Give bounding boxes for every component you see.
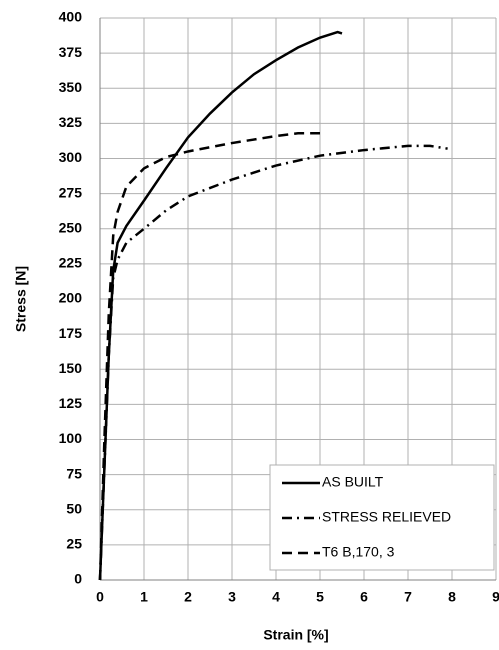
data-line — [98, 144, 448, 581]
y-tick-label: 350 — [59, 79, 83, 95]
legend-label: AS BUILT — [322, 474, 384, 490]
x-tick-label: 3 — [228, 589, 236, 605]
x-tick-label: 6 — [360, 589, 368, 605]
x-tick-label: 7 — [404, 589, 412, 605]
y-tick-label: 150 — [59, 360, 83, 376]
legend-label: STRESS RELIEVED — [322, 509, 451, 525]
y-tick-label: 375 — [59, 44, 83, 60]
x-tick-label: 8 — [448, 589, 456, 605]
x-tick-label: 9 — [492, 589, 499, 605]
y-tick-label: 225 — [59, 255, 83, 271]
y-tick-label: 175 — [59, 325, 83, 341]
y-tick-label: 75 — [66, 465, 82, 481]
y-tick-label: 125 — [59, 395, 83, 411]
y-tick-label: 250 — [59, 219, 83, 235]
x-tick-label: 1 — [140, 589, 148, 605]
y-axis-label: Stress [N] — [13, 266, 29, 332]
legend-label: T6 B,170, 3 — [322, 544, 395, 560]
y-tick-label: 325 — [59, 114, 83, 130]
y-tick-label: 200 — [59, 290, 83, 306]
data-line — [98, 30, 343, 581]
y-tick-label: 100 — [59, 430, 83, 446]
x-tick-label: 4 — [272, 589, 280, 605]
y-tick-label: 275 — [59, 184, 83, 200]
x-tick-label: 0 — [96, 589, 104, 605]
data-line — [98, 131, 320, 581]
y-tick-label: 300 — [59, 149, 83, 165]
x-tick-label: 2 — [184, 589, 192, 605]
x-tick-label: 5 — [316, 589, 324, 605]
x-axis-label: Strain [%] — [263, 627, 328, 643]
legend: AS BUILT STRESS RELIEVED T6 B,170, 3 — [269, 464, 495, 571]
y-tick-label: 0 — [74, 571, 82, 587]
y-tick-label: 25 — [66, 536, 82, 552]
y-tick-label: 50 — [66, 500, 82, 516]
y-tick-label: 400 — [59, 9, 83, 25]
